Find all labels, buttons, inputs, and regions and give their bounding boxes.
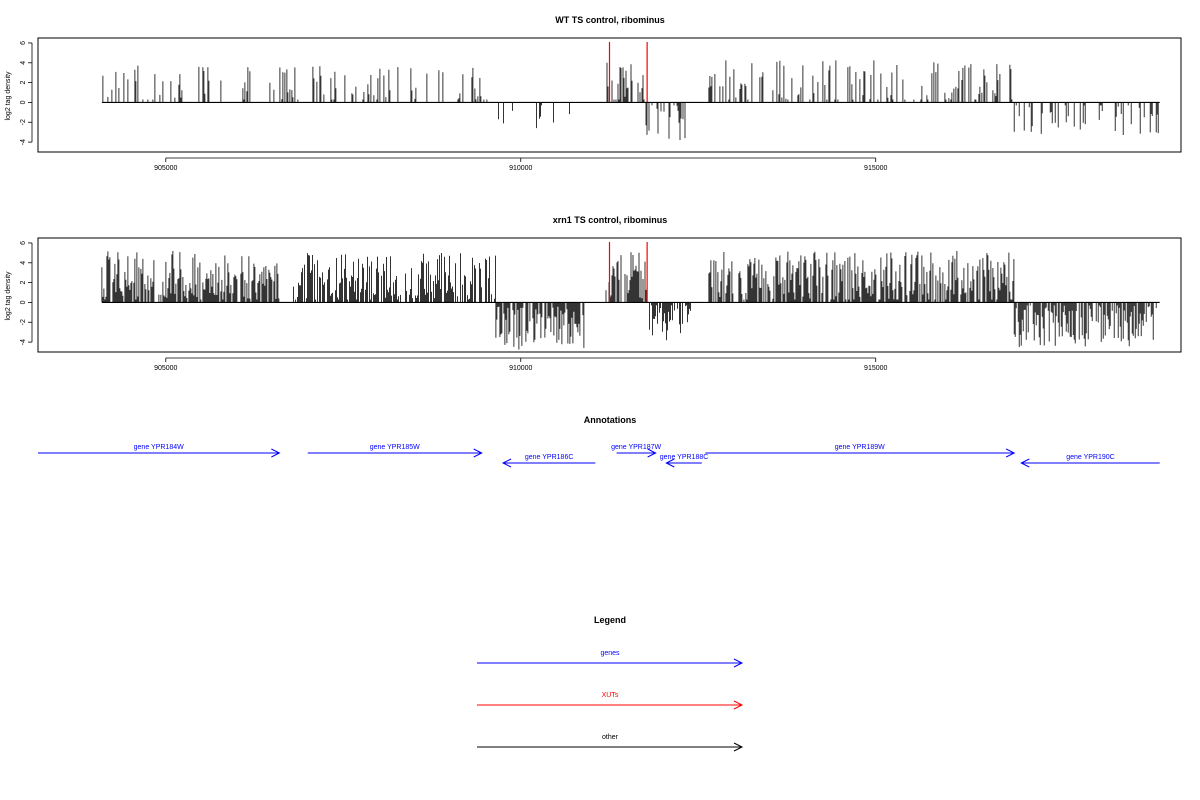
legend-item-genes: genes <box>477 650 744 668</box>
y-tick-label: 2 <box>20 281 27 285</box>
legend-items: genes XUTs other <box>477 650 744 752</box>
x-axis: 905000 910000 915000 <box>154 357 888 372</box>
annotations-track: Annotations gene YPR184W gene YPR185Wgene… <box>38 415 1160 468</box>
x-tick-label: 915000 <box>864 165 887 172</box>
gene-annotation: gene YPR189W <box>705 444 1016 458</box>
y-tick-label: -4 <box>20 139 27 145</box>
density-bars <box>101 251 1157 350</box>
x-tick-label: 905000 <box>154 165 177 172</box>
y-tick-label: 0 <box>20 100 27 104</box>
gene-annotation: gene YPR188C <box>660 454 709 468</box>
x-tick-label: 915000 <box>864 365 887 372</box>
y-axis-label: log2 tag density <box>5 71 12 121</box>
y-axis: 6 4 2 0 -2 -4 <box>20 241 33 345</box>
legend: Legend genes XUTs other <box>477 615 744 752</box>
wt-density-panel: WT TS control, ribominus log2 tag densit… <box>5 15 1182 172</box>
y-tick-label: 4 <box>20 261 27 265</box>
legend-title: Legend <box>594 615 626 625</box>
gene-label: gene YPR188C <box>660 454 709 461</box>
panel-title: xrn1 TS control, ribominus <box>553 215 668 225</box>
xut-highlights <box>608 41 648 103</box>
x-tick-label: 910000 <box>509 365 532 372</box>
density-bars <box>102 60 1159 140</box>
gene-label: gene YPR189W <box>835 444 885 451</box>
y-tick-label: -2 <box>20 319 27 325</box>
gene-annotation: gene YPR185W <box>307 444 483 458</box>
annotations-title: Annotations <box>584 415 637 425</box>
gene-label: gene YPR184W <box>134 444 184 451</box>
gene-label: gene YPR186C <box>525 454 574 461</box>
legend-item-other: other <box>477 734 744 752</box>
gene-annotation: gene YPR187W <box>611 444 662 458</box>
x-tick-label: 910000 <box>509 165 532 172</box>
legend-label: other <box>602 734 619 741</box>
y-tick-label: 0 <box>20 300 27 304</box>
gene-annotation: gene YPR186C <box>501 454 596 468</box>
x-axis: 905000 910000 915000 <box>154 157 888 172</box>
y-tick-label: 6 <box>20 41 27 45</box>
y-tick-label: 4 <box>20 61 27 65</box>
legend-label: genes <box>600 650 620 657</box>
plot-frame <box>37 237 1182 353</box>
y-tick-label: 2 <box>20 81 27 85</box>
gene-label: gene YPR190C <box>1066 454 1115 461</box>
gene-label: gene YPR185W <box>370 444 420 451</box>
gene-annotation: gene YPR190C <box>1020 454 1160 468</box>
y-tick-label: 6 <box>20 241 27 245</box>
xut-highlights <box>608 241 648 303</box>
gene-label: gene YPR187W <box>611 444 661 451</box>
plot-frame <box>37 37 1182 153</box>
x-tick-label: 905000 <box>154 365 177 372</box>
y-axis: 6 4 2 0 -2 -4 <box>20 41 33 145</box>
gene-annotation: gene YPR184W <box>38 444 281 458</box>
y-axis-label: log2 tag density <box>5 271 12 321</box>
gene-arrows: gene YPR184W gene YPR185W gene YPR186C gene… <box>38 444 1160 468</box>
xrn1-density-panel: xrn1 TS control, ribominus log2 tag dens… <box>5 215 1182 372</box>
legend-item-xuts: XUTs <box>477 692 744 710</box>
legend-label: XUTs <box>602 692 619 699</box>
y-tick-label: -2 <box>20 119 27 125</box>
panel-title: WT TS control, ribominus <box>555 15 665 25</box>
y-tick-label: -4 <box>20 339 27 345</box>
